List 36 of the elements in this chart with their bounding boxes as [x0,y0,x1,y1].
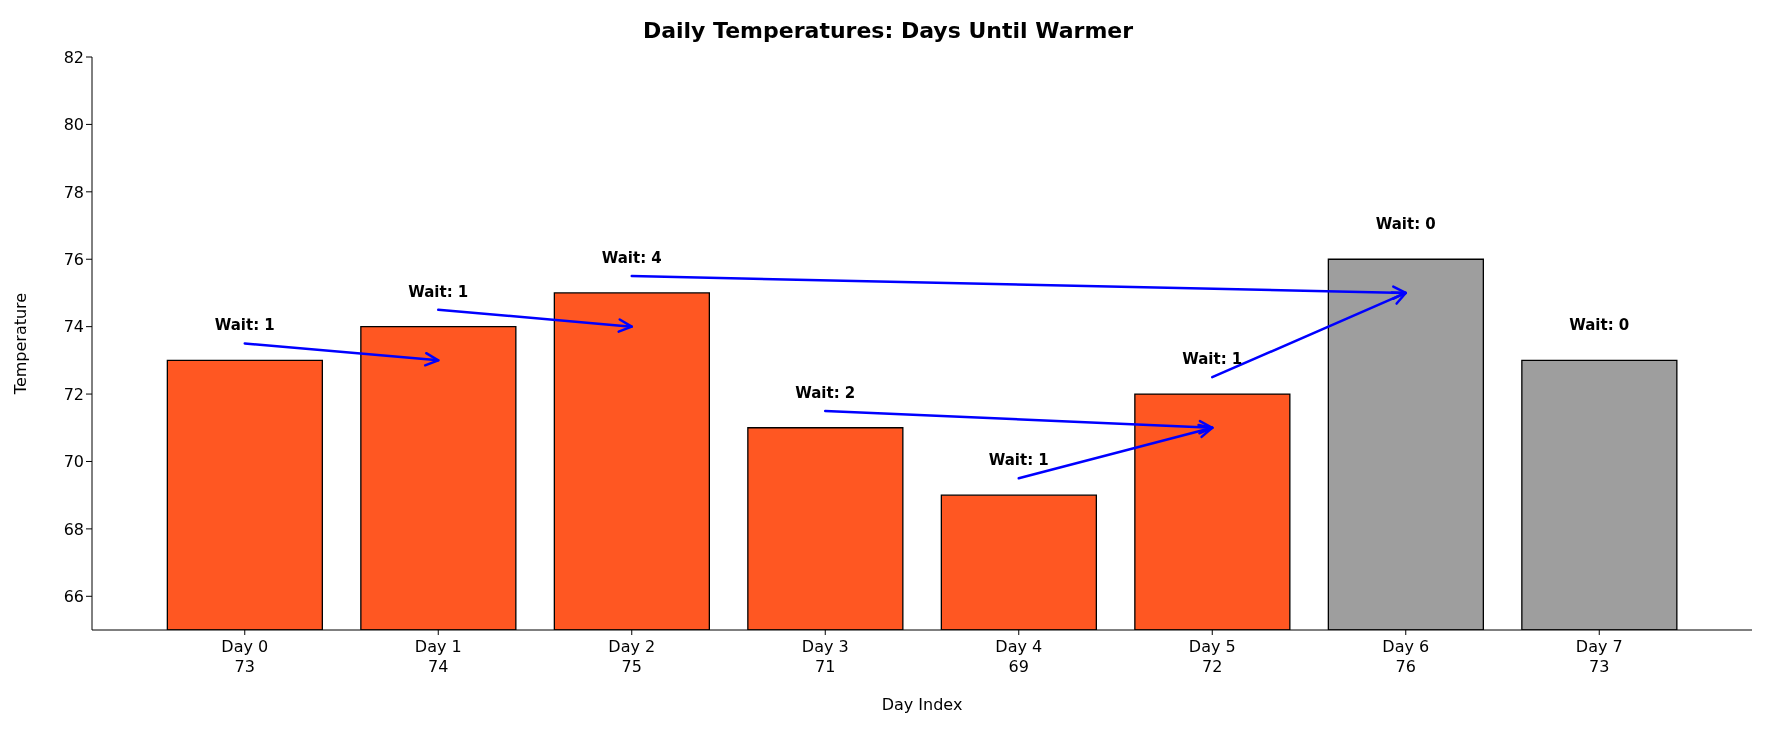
y-tick-label: 76 [63,249,84,269]
x-tick-label: Day 7 [1575,637,1623,656]
y-tick-label: 82 [63,47,84,67]
data-label: 76 [1395,657,1416,676]
annotation: Wait: 1 [214,316,275,335]
y-tick-label: 66 [63,586,84,606]
x-tick-label: Day 5 [1188,637,1236,656]
x-tick-label: Day 2 [608,637,656,656]
x-tick-label: Day 6 [1382,637,1430,656]
chart-title: Daily Temperatures: Days Until Warmer [641,18,1135,43]
data-label: 69 [1008,657,1029,676]
x-tick-label: Day 1 [414,637,462,656]
x-tick-label: Day 0 [221,637,269,656]
data-label: 71 [815,657,836,676]
data-label: 73 [1589,657,1610,676]
data-label: 75 [621,657,642,676]
x-axis-title: Day Index [881,695,963,714]
y-tick-label: 74 [63,317,84,337]
annotation: Wait: 0 [1569,316,1630,335]
data-label: 73 [234,657,255,676]
annotation: Wait: 1 [1182,350,1243,369]
annotation: Wait: 2 [795,383,856,402]
annotation: Wait: 1 [988,451,1049,470]
y-tick-label: 80 [63,115,84,135]
data-label: 72 [1202,657,1223,676]
y-tick-label: 72 [63,384,84,404]
annotation: Wait: 4 [601,248,662,267]
x-tick-label: Day 4 [995,637,1043,656]
y-axis-title: Temperature [10,292,30,396]
data-label: 74 [428,657,449,676]
y-tick-label: 70 [63,452,84,472]
annotation: Wait: 0 [1375,215,1436,234]
y-tick-label: 68 [63,519,84,539]
y-tick-label: 78 [63,182,84,202]
x-tick-label: Day 3 [801,637,849,656]
annotation: Wait: 1 [408,282,469,301]
